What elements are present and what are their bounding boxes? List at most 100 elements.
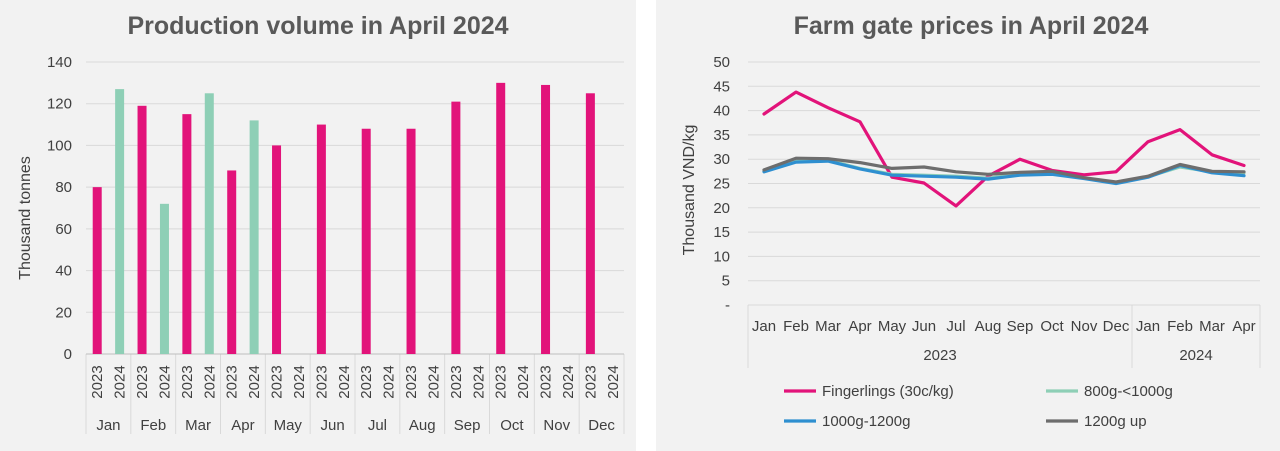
y-tick-label: 35 (713, 127, 730, 144)
bar-2023-sep (451, 101, 461, 354)
y-tick-label: 40 (55, 263, 72, 280)
y-tick-label: 30 (713, 151, 730, 168)
x-subcategory-label: 2023 (493, 365, 510, 398)
bar-2023-jun (316, 124, 326, 354)
x-tick-label: Sep (1007, 318, 1034, 335)
x-group-label: 2024 (1179, 347, 1212, 364)
y-tick-label: 20 (55, 304, 72, 321)
bar-2023-may (272, 145, 282, 354)
y-tick-label: 120 (47, 96, 72, 113)
bar-2023-jan (92, 187, 102, 354)
x-subcategory-label: 2023 (313, 365, 330, 398)
series-line-1200g-up (762, 156, 1246, 184)
bar-2023-apr (227, 170, 237, 354)
x-tick-label: Jun (912, 318, 936, 335)
x-tick-label: Jul (946, 318, 965, 335)
legend-label-1200g-up: 1200g up (1084, 413, 1147, 430)
bar-2023-oct (496, 82, 506, 354)
x-tick-label: Feb (783, 318, 809, 335)
y-tick-label: 50 (713, 54, 730, 71)
series-line-fingerlings-30c-kg (762, 90, 1246, 208)
x-category-label: Jul (368, 417, 387, 434)
x-subcategory-label: 2023 (269, 365, 286, 398)
x-tick-label: Oct (1040, 318, 1064, 335)
x-subcategory-label: 2024 (246, 365, 263, 398)
bar-2023-jul (361, 128, 371, 354)
x-tick-label: Aug (975, 318, 1002, 335)
bar-2024-feb (159, 203, 169, 354)
legend-label-800g-1000g: 800g-<1000g (1084, 383, 1173, 400)
bar-2023-nov (541, 84, 551, 354)
x-subcategory-label: 2023 (448, 365, 465, 398)
y-tick-label: 25 (713, 176, 730, 193)
x-category-label: Oct (500, 417, 524, 434)
y-tick-label: 100 (47, 137, 72, 154)
x-tick-label: Mar (815, 318, 841, 335)
farm-gate-prices-panel: Farm gate prices in April 2024 - 5 10 15 20 25… (656, 0, 1280, 451)
x-subcategory-label: 2024 (425, 365, 442, 398)
x-subcategory-label: 2024 (336, 365, 353, 398)
bar-2024-jan (115, 89, 125, 354)
x-subcategory-label: 2024 (605, 365, 622, 398)
x-tick-label: Jan (752, 318, 776, 335)
x-category-label: Feb (140, 417, 166, 434)
bar-2023-dec (585, 93, 595, 355)
x-subcategory-label: 2023 (403, 365, 420, 398)
x-subcategory-label: 2024 (560, 365, 577, 398)
bar-2023-aug (406, 128, 416, 354)
x-subcategory-label: 2023 (538, 365, 555, 398)
x-subcategory-label: 2023 (179, 365, 196, 398)
x-tick-label: May (878, 318, 907, 335)
legend-label-1000g-1200g: 1000g-1200g (822, 413, 910, 430)
x-tick-label: Apr (848, 318, 871, 335)
x-category-label: Aug (409, 417, 436, 434)
bar-2023-mar (182, 114, 192, 355)
y-tick-label: 20 (713, 200, 730, 217)
x-subcategory-label: 2023 (582, 365, 599, 398)
x-subcategory-label: 2024 (470, 365, 487, 398)
x-subcategory-label: 2024 (112, 365, 129, 398)
x-subcategory-label: 2024 (156, 365, 173, 398)
x-tick-label: Feb (1167, 318, 1193, 335)
y-axis-label: Thousand VND/kg (681, 125, 698, 256)
bar-2023-feb (137, 105, 147, 354)
farm-gate-prices-chart: Farm gate prices in April 2024 - 5 10 15 20 25… (681, 12, 1261, 430)
x-subcategory-label: 2024 (291, 365, 308, 398)
y-tick-label: - (725, 297, 730, 314)
x-tick-label: Mar (1199, 318, 1225, 335)
y-tick-label: 40 (713, 103, 730, 120)
x-subcategory-label: 2023 (134, 365, 151, 398)
y-tick-label: 10 (713, 248, 730, 265)
x-category-label: Nov (543, 417, 570, 434)
y-tick-label: 45 (713, 78, 730, 95)
x-tick-label: Nov (1071, 318, 1098, 335)
production-volume-panel: Production volume in April 2024 0 20 40 60 80… (0, 0, 636, 451)
x-subcategory-label: 2023 (224, 365, 241, 398)
x-category-label: Jan (96, 417, 120, 434)
y-tick-label: 15 (713, 224, 730, 241)
x-tick-label: Dec (1103, 318, 1130, 335)
y-tick-label: 140 (47, 54, 72, 71)
y-tick-label: 0 (64, 346, 72, 363)
x-category-label: Sep (454, 417, 481, 434)
chart-title: Production volume in April 2024 (127, 12, 508, 40)
bar-2024-apr (249, 120, 259, 355)
x-group-label: 2023 (923, 347, 956, 364)
y-axis-label: Thousand tonnes (17, 156, 34, 280)
chart-title: Farm gate prices in April 2024 (794, 12, 1149, 40)
y-tick-label: 60 (55, 221, 72, 238)
x-subcategory-label: 2023 (358, 365, 375, 398)
x-subcategory-label: 2024 (201, 365, 218, 398)
x-category-label: May (274, 417, 303, 434)
bar-2024-mar (204, 93, 214, 355)
x-subcategory-label: 2023 (89, 365, 106, 398)
x-category-label: Apr (231, 417, 254, 434)
x-category-label: Mar (185, 417, 211, 434)
x-tick-label: Jan (1136, 318, 1160, 335)
production-volume-chart: Production volume in April 2024 0 20 40 60 80… (17, 12, 625, 434)
y-tick-label: 5 (722, 273, 730, 290)
x-subcategory-label: 2024 (515, 365, 532, 398)
x-category-label: Dec (588, 417, 615, 434)
x-subcategory-label: 2024 (381, 365, 398, 398)
x-category-label: Jun (320, 417, 344, 434)
